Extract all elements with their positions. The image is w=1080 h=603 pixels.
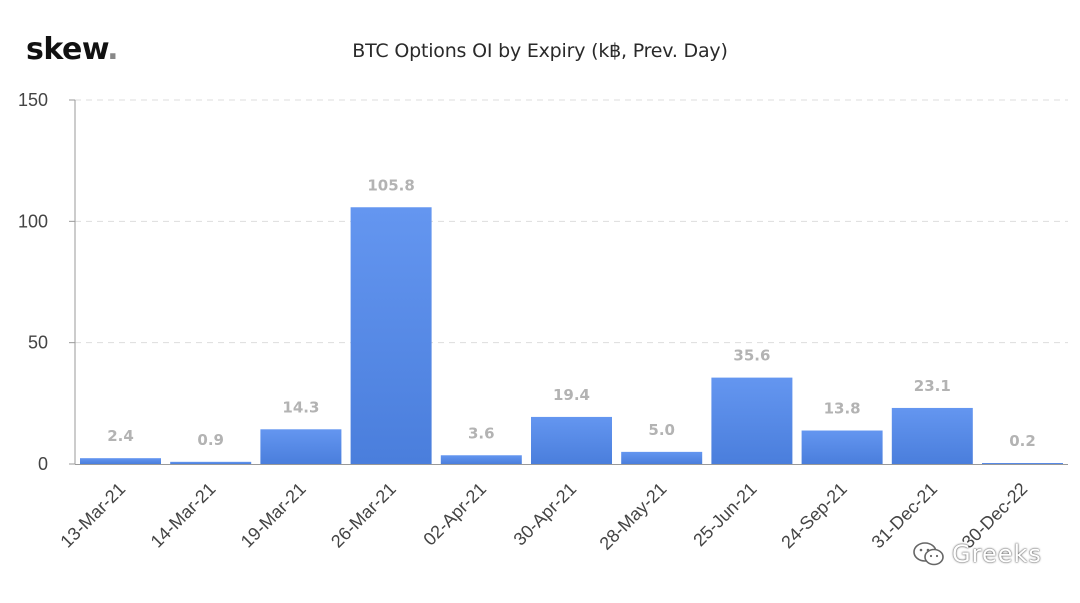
- x-tick-label: 02-Apr-21: [419, 479, 490, 550]
- bar: [350, 207, 432, 464]
- bars: [80, 207, 1063, 464]
- data-label: 23.1: [914, 377, 951, 395]
- data-label: 14.3: [282, 398, 319, 416]
- grid-lines: [75, 99, 1068, 344]
- logo-text: skew: [26, 32, 108, 67]
- bar: [982, 463, 1063, 464]
- x-tick-label: 28-May-21: [596, 479, 671, 554]
- bar: [891, 407, 973, 464]
- bar: [711, 377, 793, 464]
- bar: [531, 416, 612, 464]
- x-tick-label: 24-Sep-21: [777, 479, 851, 553]
- logo-dot: .: [107, 32, 119, 67]
- x-tick-label: 25-Jun-21: [689, 479, 760, 550]
- y-tick-label: 0: [38, 454, 48, 474]
- x-tick-label: 14-Mar-21: [147, 479, 220, 552]
- data-label: 35.6: [733, 347, 770, 365]
- bar: [801, 430, 883, 464]
- x-tick-label: 26-Mar-21: [327, 479, 400, 552]
- y-tick-label: 100: [18, 211, 48, 231]
- bar: [80, 458, 161, 464]
- data-label: 0.2: [1009, 432, 1036, 450]
- data-label: 13.8: [824, 400, 861, 418]
- data-label: 5.0: [648, 421, 675, 439]
- chart-title: BTC Options OI by Expiry (k฿, Prev. Day): [352, 40, 728, 62]
- data-label: 105.8: [367, 176, 414, 194]
- bar: [621, 451, 703, 464]
- y-tick-label: 150: [18, 90, 48, 110]
- watermark-text: Greeks: [952, 540, 1042, 568]
- bar: [170, 461, 252, 464]
- data-labels: 2.4 0.9 14.3 105.8 3.6 19.4 5.0 35.6 13.8 23.1 0.2: [107, 176, 1036, 450]
- skew-logo: skew.: [26, 32, 119, 67]
- data-label: 2.4: [107, 427, 134, 445]
- x-tick-label: 13-Mar-21: [56, 479, 129, 552]
- wechat-icon: [913, 542, 944, 566]
- bar: [260, 429, 342, 464]
- data-label: 3.6: [468, 424, 495, 442]
- x-tick-label: 30-Apr-21: [510, 479, 581, 550]
- data-label: 0.9: [197, 431, 224, 449]
- bar: [440, 455, 522, 464]
- y-axis: 0 50 100 150: [18, 90, 76, 474]
- watermark: Greeks: [912, 540, 1042, 568]
- data-label: 19.4: [553, 386, 590, 404]
- x-tick-label: 19-Mar-21: [237, 479, 310, 552]
- y-tick-label: 50: [28, 333, 48, 353]
